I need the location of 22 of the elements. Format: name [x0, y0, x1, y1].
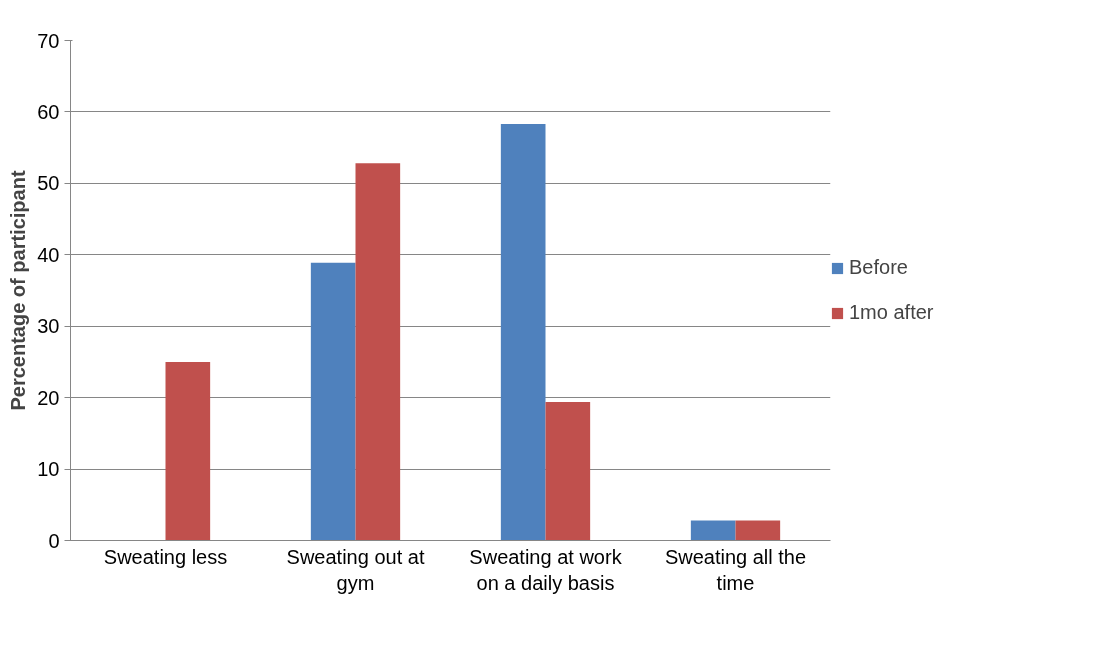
bar — [545, 401, 591, 541]
y-tick-label: 40 — [37, 243, 60, 266]
x-tick-label: Sweating less — [103, 545, 228, 568]
legend-label: 1mo after — [849, 301, 934, 324]
y-tick-label: 20 — [37, 386, 60, 409]
y-tick-label: 30 — [37, 315, 60, 338]
x-tick-label: Sweating out at gym — [286, 545, 425, 594]
bar — [165, 361, 211, 541]
bar — [500, 124, 546, 541]
y-axis-title: Percentage of participant — [7, 170, 30, 411]
bar — [735, 520, 781, 541]
x-tick-label: Sweating at work on a daily basis — [469, 545, 623, 594]
y-tick-label: 70 — [37, 29, 60, 52]
bar — [310, 262, 356, 541]
y-tick-label: 0 — [48, 529, 60, 552]
y-tick-label: 50 — [37, 172, 60, 195]
bar — [355, 163, 401, 541]
x-tick-label: Sweating all the time — [664, 545, 807, 594]
y-tick-label: 10 — [37, 458, 60, 481]
y-tick-label: 60 — [37, 100, 60, 123]
legend-label: Before — [849, 256, 908, 279]
bar — [690, 520, 736, 541]
